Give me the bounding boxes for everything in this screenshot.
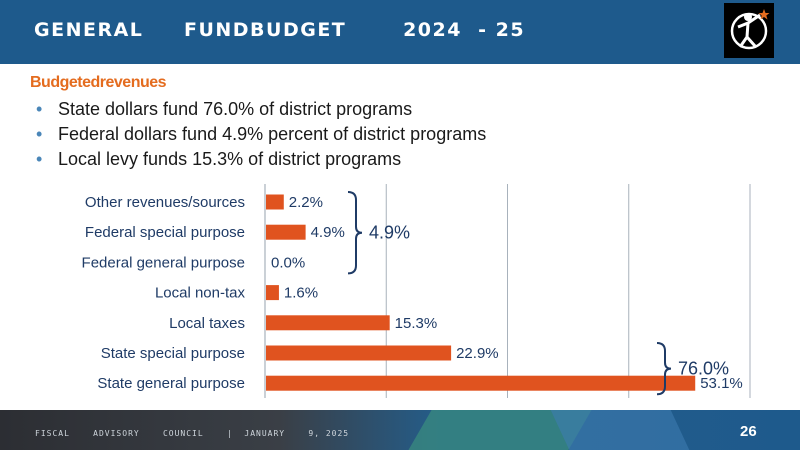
- data-label: 2.2%: [289, 194, 323, 211]
- data-label: 53.1%: [700, 375, 743, 392]
- brace-label: 76.0%: [678, 359, 729, 379]
- bullet-item: • State dollars fund 76.0% of district pr…: [36, 99, 413, 119]
- bar: [266, 285, 279, 301]
- revenue-bar-chart: Other revenues/sources 2.2% Federal specia…: [82, 184, 751, 398]
- category-label: Federal special purpose: [85, 224, 245, 241]
- data-label: 22.9%: [456, 345, 499, 362]
- category-label: State general purpose: [97, 375, 245, 392]
- bullet-item: • Federal dollars fund 4.9% percent of di…: [36, 124, 487, 144]
- bullet-list: • State dollars fund 76.0% of district pr…: [36, 97, 486, 172]
- category-label: Other revenues/sources: [85, 194, 245, 211]
- data-label: 1.6%: [284, 285, 318, 302]
- page-number: 26: [740, 423, 757, 440]
- bullet-text: State dollars fund 76.0% of district pro…: [58, 99, 413, 119]
- category-label: State special purpose: [101, 345, 245, 362]
- brace: [347, 191, 363, 275]
- brace-label: 4.9%: [369, 223, 410, 243]
- bar: [266, 345, 452, 361]
- footer-bar: [0, 410, 800, 450]
- bar: [266, 375, 696, 391]
- category-label: Local taxes: [169, 315, 245, 332]
- bar: [266, 194, 284, 210]
- footer-text: FISCAL ADVISORY COUNCIL | JANUARY 9, 202…: [35, 429, 350, 438]
- bullet-text: Local levy funds 15.3% of district progr…: [58, 149, 402, 169]
- data-label: 0.0%: [271, 254, 305, 271]
- category-label: Local non-tax: [155, 285, 246, 302]
- data-label: 4.9%: [311, 224, 345, 241]
- data-label: 15.3%: [395, 315, 438, 332]
- header-bar: GENERAL FUNDBUDGET 2024 - 25: [0, 0, 800, 64]
- footer-decoration: [550, 410, 690, 450]
- section-title: Budgetedrevenues: [30, 74, 167, 91]
- bar: [266, 224, 306, 240]
- bar: [266, 315, 390, 331]
- page-title: GENERAL FUNDBUDGET 2024 - 25: [34, 19, 526, 41]
- brace: [656, 342, 672, 396]
- bullet-item: • Local levy funds 15.3% of district prog…: [36, 149, 402, 169]
- district-logo-icon: [724, 3, 774, 58]
- category-label: Federal general purpose: [82, 254, 245, 271]
- bullet-text: Federal dollars fund 4.9% percent of dis…: [58, 124, 487, 144]
